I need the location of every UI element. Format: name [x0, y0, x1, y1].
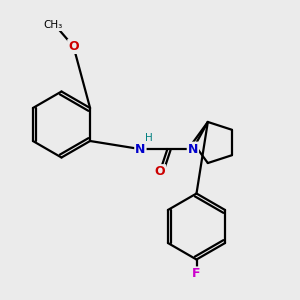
Text: O: O — [154, 165, 165, 178]
Text: H: H — [145, 133, 153, 143]
Text: O: O — [68, 40, 79, 53]
Text: N: N — [188, 142, 198, 156]
Text: N: N — [135, 142, 146, 156]
Text: F: F — [192, 267, 201, 280]
Text: CH₃: CH₃ — [43, 20, 62, 31]
